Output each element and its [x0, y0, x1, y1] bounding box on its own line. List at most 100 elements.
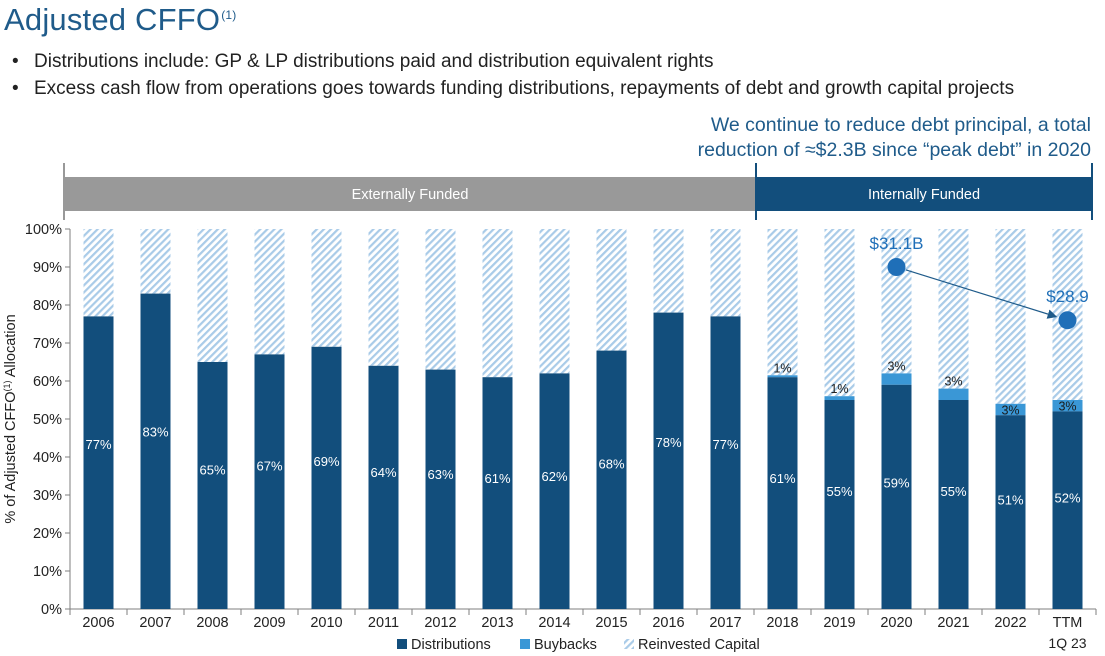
distributions-label: 77% — [85, 437, 111, 452]
x-tick-label: TTM — [1053, 615, 1083, 631]
y-tick-label: 60% — [33, 374, 62, 390]
buybacks-label: 3% — [1058, 400, 1076, 414]
reinvested-bar — [596, 229, 627, 351]
x-tick-label: 2013 — [481, 615, 513, 631]
y-tick-label: 10% — [33, 564, 62, 580]
distributions-label: 64% — [370, 465, 396, 480]
debt-reduction-arrow — [905, 269, 1058, 319]
y-tick-label: 30% — [33, 488, 62, 504]
reinvested-bar — [482, 229, 513, 378]
legend-swatch — [520, 639, 530, 649]
distributions-label: 52% — [1054, 490, 1080, 505]
reinvested-bar — [140, 229, 171, 294]
distributions-bar — [482, 377, 513, 609]
distributions-label: 59% — [883, 475, 909, 490]
x-tick-label: 2009 — [253, 615, 285, 631]
distributions-label: 65% — [199, 463, 225, 478]
buybacks-bar — [824, 396, 855, 400]
distributions-bar — [425, 369, 456, 609]
page-title: Adjusted CFFO(1) — [4, 2, 237, 38]
reinvested-bar — [881, 229, 912, 374]
distributions-bar — [1052, 411, 1083, 609]
callout-line: reduction of ≈$2.3B since “peak debt” in… — [697, 139, 1091, 161]
reinvested-bar — [824, 229, 855, 397]
distributions-bar — [254, 354, 285, 609]
funding-band-label: Internally Funded — [868, 187, 980, 203]
buybacks-bar — [767, 375, 798, 378]
distributions-bar — [197, 362, 228, 609]
distributions-bar — [881, 384, 912, 609]
title-text: Adjusted CFFO — [4, 2, 221, 37]
legend-swatch — [397, 639, 407, 649]
x-tick-label: 2015 — [595, 615, 627, 631]
funding-band-label: Externally Funded — [352, 187, 469, 203]
y-tick-label: 80% — [33, 298, 62, 314]
title-footnote: (1) — [221, 7, 237, 22]
reinvested-bar — [254, 229, 285, 355]
distributions-label: 63% — [427, 467, 453, 482]
distributions-bar — [368, 365, 399, 609]
distributions-bar — [767, 377, 798, 609]
reinvested-bar — [995, 229, 1026, 404]
distributions-label: 55% — [940, 484, 966, 499]
distributions-bar — [140, 293, 171, 609]
distributions-label: 83% — [142, 424, 168, 439]
x-tick-label: 2011 — [368, 615, 399, 631]
y-tick-label: 50% — [33, 412, 62, 428]
x-tick-sublabel: 1Q 23 — [1048, 635, 1086, 651]
legend-label: Reinvested Capital — [638, 637, 760, 653]
distributions-label: 67% — [256, 458, 282, 473]
distributions-bar — [995, 415, 1026, 609]
buybacks-bar — [938, 388, 969, 400]
distributions-label: 55% — [826, 484, 852, 499]
legend-swatch — [624, 639, 634, 649]
x-tick-label: 2018 — [766, 615, 798, 631]
buybacks-bar — [881, 373, 912, 385]
reinvested-bar — [539, 229, 570, 374]
x-tick-label: 2017 — [709, 615, 741, 631]
x-tick-label: 2007 — [139, 615, 171, 631]
bullet-text: Distributions include: GP & LP distribut… — [34, 51, 714, 72]
x-tick-label: 2019 — [823, 615, 855, 631]
reinvested-bar — [83, 229, 114, 317]
buybacks-label: 3% — [887, 359, 905, 373]
distributions-bar — [824, 400, 855, 609]
bullet-dot-icon: • — [12, 51, 19, 72]
reinvested-bar — [197, 229, 228, 362]
distributions-label: 69% — [313, 454, 339, 469]
y-tick-label: 100% — [25, 222, 62, 238]
debt-marker — [887, 258, 906, 276]
x-tick-label: 2014 — [538, 615, 570, 631]
distributions-label: 61% — [484, 471, 510, 486]
bullet-dot-icon: • — [12, 78, 19, 99]
reinvested-bar — [311, 229, 342, 347]
distributions-bar — [710, 316, 741, 609]
debt-marker-label: $31.1B — [870, 234, 924, 253]
bullet-item: • Distributions include: GP & LP distribu… — [12, 51, 1014, 78]
buybacks-bar — [1052, 400, 1083, 412]
buybacks-label: 3% — [944, 375, 962, 389]
y-tick-label: 20% — [33, 526, 62, 542]
x-tick-label: 2022 — [994, 615, 1026, 631]
y-tick-label: 90% — [33, 260, 62, 276]
distributions-label: 51% — [997, 492, 1023, 507]
buybacks-label: 1% — [773, 361, 791, 375]
buybacks-label: 1% — [830, 382, 848, 396]
bullet-list: • Distributions include: GP & LP distribu… — [12, 51, 1014, 105]
distributions-bar — [83, 316, 114, 609]
buybacks-label: 3% — [1001, 404, 1019, 418]
reinvested-bar — [653, 229, 684, 313]
reinvested-bar — [938, 229, 969, 389]
debt-marker-label: $28.9 — [1046, 287, 1089, 306]
funding-band — [64, 177, 756, 211]
debt-marker — [1058, 311, 1077, 330]
distributions-label: 78% — [655, 435, 681, 450]
distributions-bar — [938, 400, 969, 609]
y-tick-label: 70% — [33, 336, 62, 352]
distributions-bar — [539, 373, 570, 609]
reinvested-bar — [710, 229, 741, 317]
x-tick-label: 2008 — [196, 615, 228, 631]
legend-label: Distributions — [411, 637, 491, 653]
debt-callout: We continue to reduce debt principal, a … — [698, 113, 1091, 163]
